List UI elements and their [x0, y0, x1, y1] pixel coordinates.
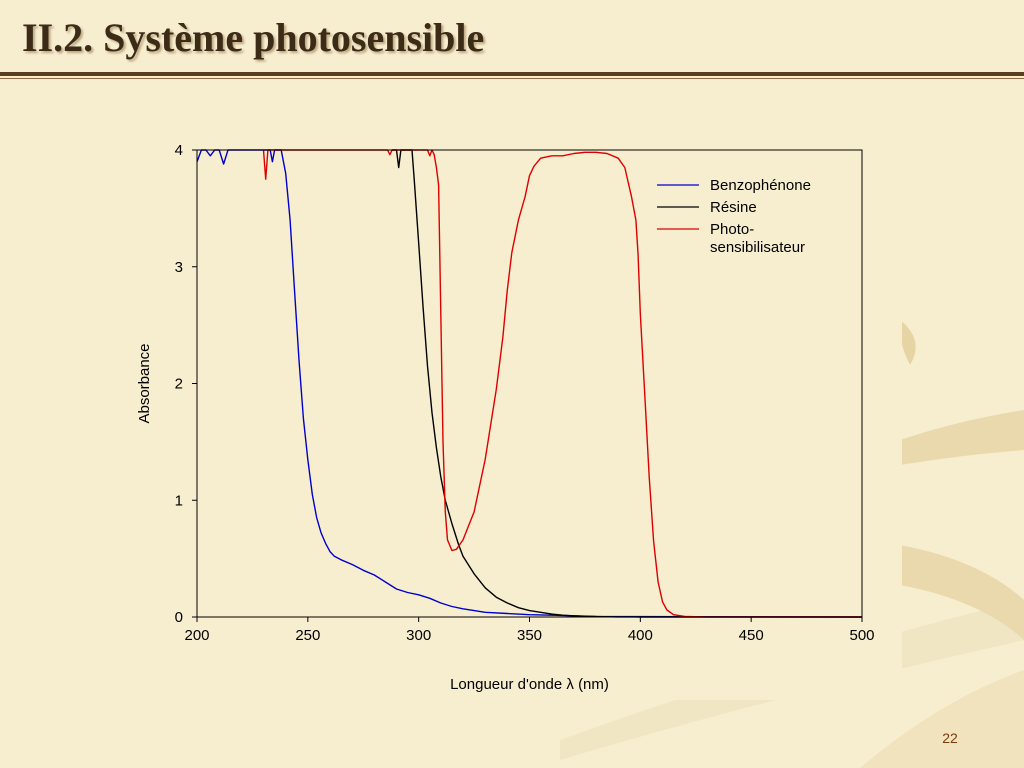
page-number: 22	[942, 730, 958, 746]
x-tick-label: 500	[849, 627, 874, 644]
legend-label-resine: Résine	[710, 199, 757, 216]
series-line-2	[262, 149, 862, 618]
y-tick-label: 4	[175, 142, 183, 159]
y-axis-label: Absorbance	[136, 343, 153, 423]
y-tick-label: 3	[175, 259, 183, 276]
y-tick-label: 1	[175, 492, 183, 509]
x-tick-label: 400	[628, 627, 653, 644]
series-lines	[196, 149, 863, 618]
x-tick-label: 250	[295, 627, 320, 644]
title-divider	[0, 72, 1024, 76]
y-tick-label: 0	[175, 609, 183, 626]
x-tick-label: 450	[739, 627, 764, 644]
legend-label-photosensibilisateur-line1: Photo-	[710, 221, 754, 238]
series-line-0	[196, 149, 863, 618]
x-tick-label: 350	[517, 627, 542, 644]
legend: Benzophénone Résine Photo- sensibilisate…	[657, 177, 811, 256]
x-axis-ticks: 200 250 300 350 400 450 500	[184, 617, 875, 644]
x-tick-label: 300	[406, 627, 431, 644]
legend-label-benzophenone: Benzophénone	[710, 177, 811, 194]
x-axis-label: Longueur d'onde λ (nm)	[450, 676, 609, 693]
series-line-1	[392, 149, 862, 618]
chart-panel: 200 250 300 350 400 450 500 0 1 2 3 4 Longueur d'o…	[127, 140, 902, 700]
plot-area-frame	[196, 149, 863, 618]
slide-title: II.2. Système photosensible	[22, 15, 485, 60]
title-divider-thin	[0, 78, 1024, 79]
absorbance-chart: 200 250 300 350 400 450 500 0 1 2 3 4 Longueur d'o…	[136, 142, 875, 693]
y-axis-ticks: 0 1 2 3 4	[175, 142, 197, 626]
legend-label-photosensibilisateur-line2: sensibilisateur	[710, 239, 805, 256]
x-tick-label: 200	[184, 627, 209, 644]
y-tick-label: 2	[175, 376, 183, 393]
